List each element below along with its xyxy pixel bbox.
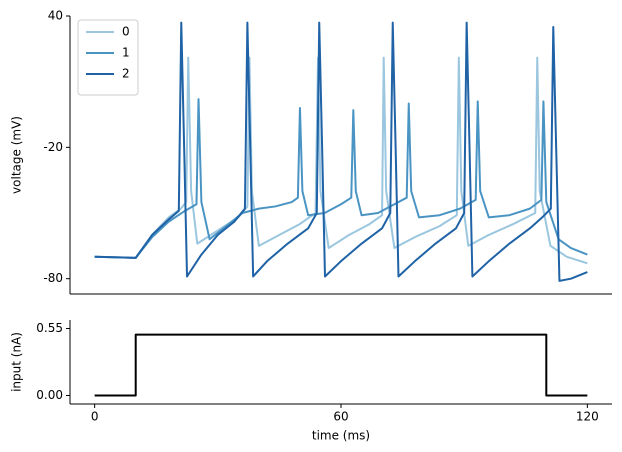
x-tick-label: 120 [576, 410, 599, 424]
y-tick-label: 0.55 [36, 321, 63, 335]
legend-label: 1 [122, 46, 130, 60]
y-tick-label: -20 [43, 140, 63, 154]
y-tick-label: 0.00 [36, 388, 63, 402]
x-tick-label: 0 [91, 410, 99, 424]
x-axis-label: time (ms) [312, 429, 370, 443]
series-line [94, 333, 588, 397]
y-tick-label: -80 [43, 271, 63, 285]
legend-label: 2 [122, 67, 130, 81]
series-line [94, 21, 588, 282]
y-axis-label: input (nA) [10, 332, 24, 392]
series-line [94, 98, 588, 259]
series-line [94, 56, 588, 265]
legend-box [77, 19, 139, 96]
x-tick-label: 60 [333, 410, 348, 424]
legend-label: 0 [122, 25, 130, 39]
y-axis-label: voltage (mV) [10, 116, 24, 194]
y-tick-label: 40 [48, 9, 63, 23]
